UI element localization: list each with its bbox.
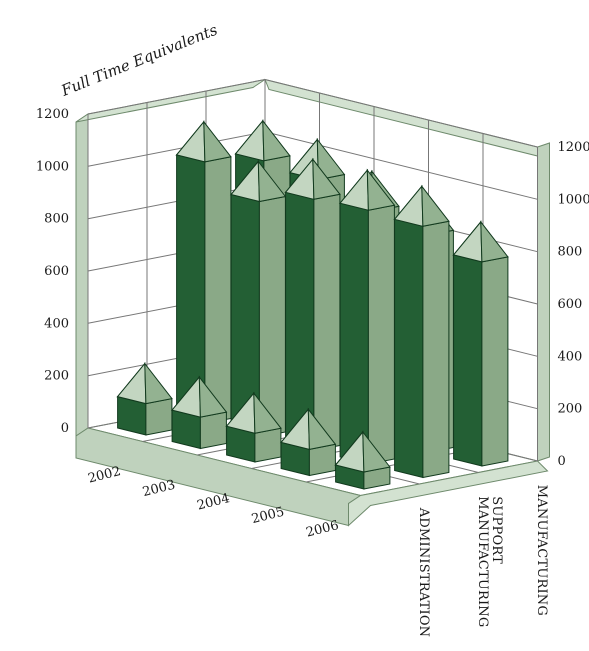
y-tick-left: 600 bbox=[44, 264, 69, 279]
x-tick-label: 2002 bbox=[87, 464, 123, 487]
bar-cap-side bbox=[307, 407, 337, 451]
bar-front bbox=[339, 202, 369, 465]
y-tick-right: 0 bbox=[558, 454, 566, 469]
bar-side bbox=[313, 193, 341, 452]
left-wall-top bbox=[75, 79, 266, 123]
x-tick-label: 2005 bbox=[250, 505, 286, 528]
bar-2004-0 bbox=[225, 391, 282, 463]
bar-front bbox=[453, 254, 483, 467]
y-tick-right: 600 bbox=[558, 297, 583, 312]
bar-cap-front bbox=[234, 119, 265, 162]
left-wall-front bbox=[75, 113, 89, 437]
x-tick-label: 2004 bbox=[196, 491, 232, 514]
y-tick-right: 200 bbox=[558, 402, 583, 417]
bar-side bbox=[422, 220, 450, 479]
bar-cap-side bbox=[312, 157, 341, 200]
y-tick-right: 1200 bbox=[558, 140, 589, 155]
bar-2004-1 bbox=[284, 157, 341, 452]
bar-cap-side bbox=[257, 159, 287, 203]
x-tick-label: 2003 bbox=[141, 478, 177, 501]
x-tick-label: 2006 bbox=[305, 518, 341, 541]
chart-title: Full Time Equivalents bbox=[58, 21, 220, 101]
bar-cap-side bbox=[421, 184, 450, 227]
bar-2005-0 bbox=[279, 407, 337, 477]
bar-front bbox=[394, 218, 424, 479]
y-tick-left: 200 bbox=[44, 369, 69, 384]
series-label-line: MANUFACTURING bbox=[475, 496, 490, 627]
y-tick-left: 800 bbox=[44, 212, 69, 227]
bar-2006-1 bbox=[393, 184, 450, 479]
bar-side bbox=[145, 397, 173, 436]
series-label: MANUFACTURING bbox=[534, 485, 549, 616]
back-wall-top bbox=[264, 78, 543, 158]
bar-2003-0 bbox=[170, 375, 228, 450]
bar-cap-side bbox=[316, 137, 346, 181]
bar-side bbox=[481, 256, 509, 467]
bars bbox=[116, 119, 509, 490]
y-tick-right: 400 bbox=[558, 349, 583, 364]
bar-cap-side bbox=[480, 220, 509, 263]
series-label: MANUFACTURINGSUPPORT bbox=[475, 496, 504, 627]
y-tick-right: 800 bbox=[558, 245, 583, 260]
bar-2005-1 bbox=[338, 168, 396, 465]
bar-cap-front bbox=[175, 120, 206, 163]
bar-cap-side bbox=[362, 430, 391, 473]
bar-side bbox=[204, 156, 232, 425]
right-wall-edge bbox=[537, 142, 550, 462]
bar-side bbox=[199, 411, 227, 450]
bar-2006-2 bbox=[452, 220, 509, 467]
bar-cap-front bbox=[452, 220, 483, 263]
y-tick-right: 1000 bbox=[558, 192, 589, 207]
y-tick-left: 1200 bbox=[36, 107, 69, 122]
series-label: ADMINISTRATION bbox=[416, 507, 431, 637]
bar-cap-side bbox=[144, 362, 173, 405]
bar-cap-side bbox=[198, 375, 228, 418]
y-tick-left: 0 bbox=[61, 421, 69, 436]
bar-2006-0 bbox=[334, 430, 391, 490]
bar-2003-1 bbox=[229, 159, 287, 438]
bar-cap-side bbox=[203, 120, 232, 163]
bar-cap-side bbox=[366, 168, 396, 211]
bar-2002-0 bbox=[116, 362, 173, 436]
axis-labels: 0 0 200 200 400 400 600 600 800 800 1000 1000 1200 12… bbox=[36, 107, 589, 637]
bar-side bbox=[258, 195, 286, 438]
series-label-line: SUPPORT bbox=[489, 496, 504, 564]
bar-side bbox=[367, 204, 395, 465]
y-tick-left: 400 bbox=[44, 316, 69, 331]
bar-cap-side bbox=[262, 119, 291, 162]
bar-cap-side bbox=[253, 391, 282, 434]
y-tick-left: 1000 bbox=[36, 159, 69, 174]
bar-2002-1 bbox=[175, 120, 232, 425]
bar-side bbox=[254, 427, 282, 463]
